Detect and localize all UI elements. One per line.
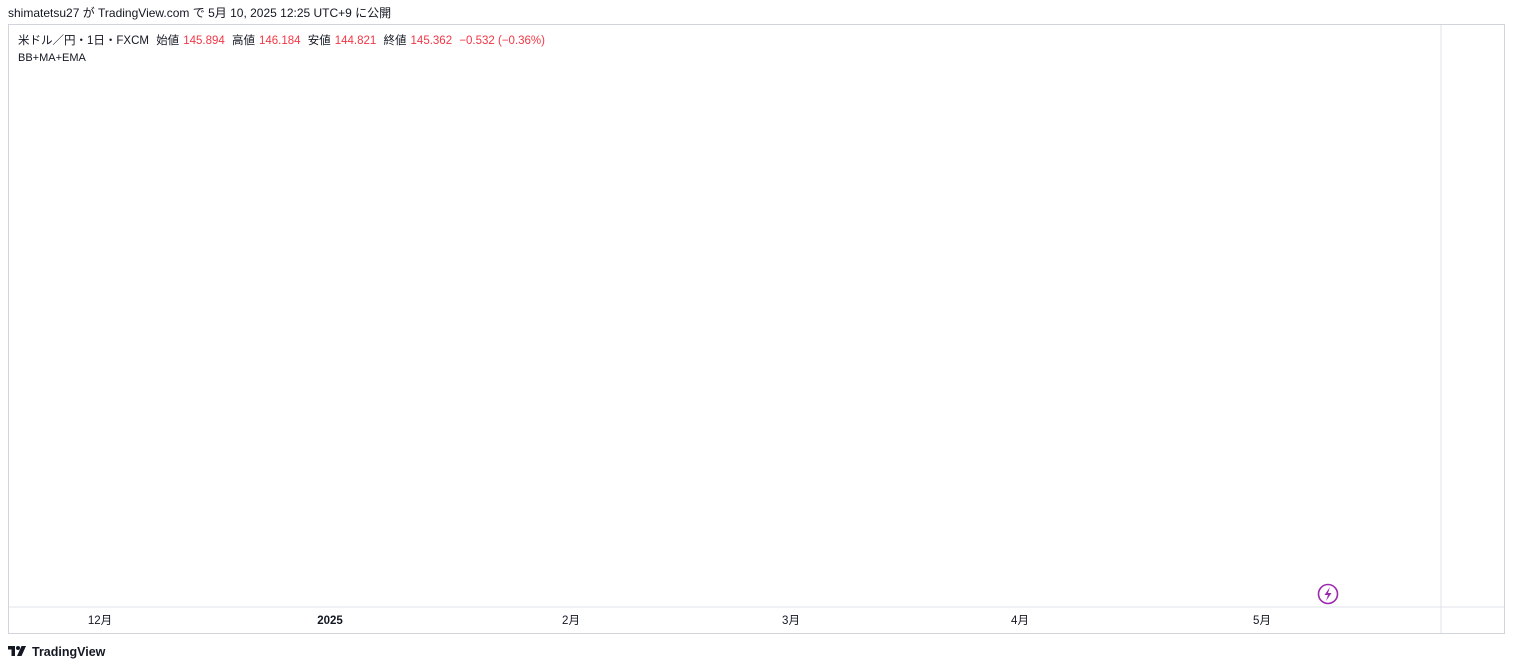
x-tick-label: 5月 xyxy=(1253,615,1271,627)
tradingview-logo-icon xyxy=(8,646,26,656)
open-label: 始値 xyxy=(156,35,180,47)
chart-frame xyxy=(8,24,1505,634)
x-tick-label: 3月 xyxy=(782,615,800,627)
high-label: 高値 xyxy=(231,35,255,47)
publisher-line: shimatetsu27 が TradingView.com で 5月 10, … xyxy=(8,6,392,20)
x-tick-label: 12月 xyxy=(88,615,112,627)
x-tick-label: 2月 xyxy=(562,615,580,627)
tradingview-brand[interactable]: TradingView xyxy=(8,642,105,662)
open-value: 145.894 xyxy=(183,35,225,47)
close-value: 145.362 xyxy=(410,35,453,47)
lightning-icon[interactable] xyxy=(1317,583,1339,605)
price-axis: 140.000142.000144.000146.000154.000156.0… xyxy=(1440,25,1442,633)
close-label: 終値 xyxy=(383,35,407,47)
high-value: 146.184 xyxy=(258,35,301,47)
x-tick-label: 2025 xyxy=(317,615,343,627)
symbol-name[interactable]: 米ドル／円・1日・FXCM xyxy=(18,35,149,47)
tradingview-wordmark: TradingView xyxy=(32,645,106,659)
time-axis: 12月 2025 2月 3月 4月 5月 xyxy=(9,606,1504,627)
low-value: 144.821 xyxy=(334,35,377,47)
x-tick-label: 4月 xyxy=(1011,615,1029,627)
indicator-legend[interactable]: BB+MA+EMA xyxy=(18,52,86,64)
low-label: 安値 xyxy=(307,35,331,47)
symbol-header: 米ドル／円・1日・FXCM 始値 145.894 高値 146.184 安値 144.… xyxy=(18,33,549,49)
change-value: −0.532 (−0.36%) xyxy=(459,35,545,47)
